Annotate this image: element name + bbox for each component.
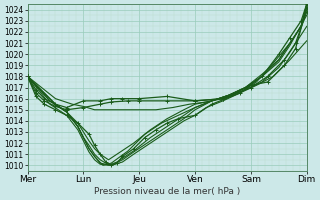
X-axis label: Pression niveau de la mer( hPa ): Pression niveau de la mer( hPa ) [94, 187, 240, 196]
